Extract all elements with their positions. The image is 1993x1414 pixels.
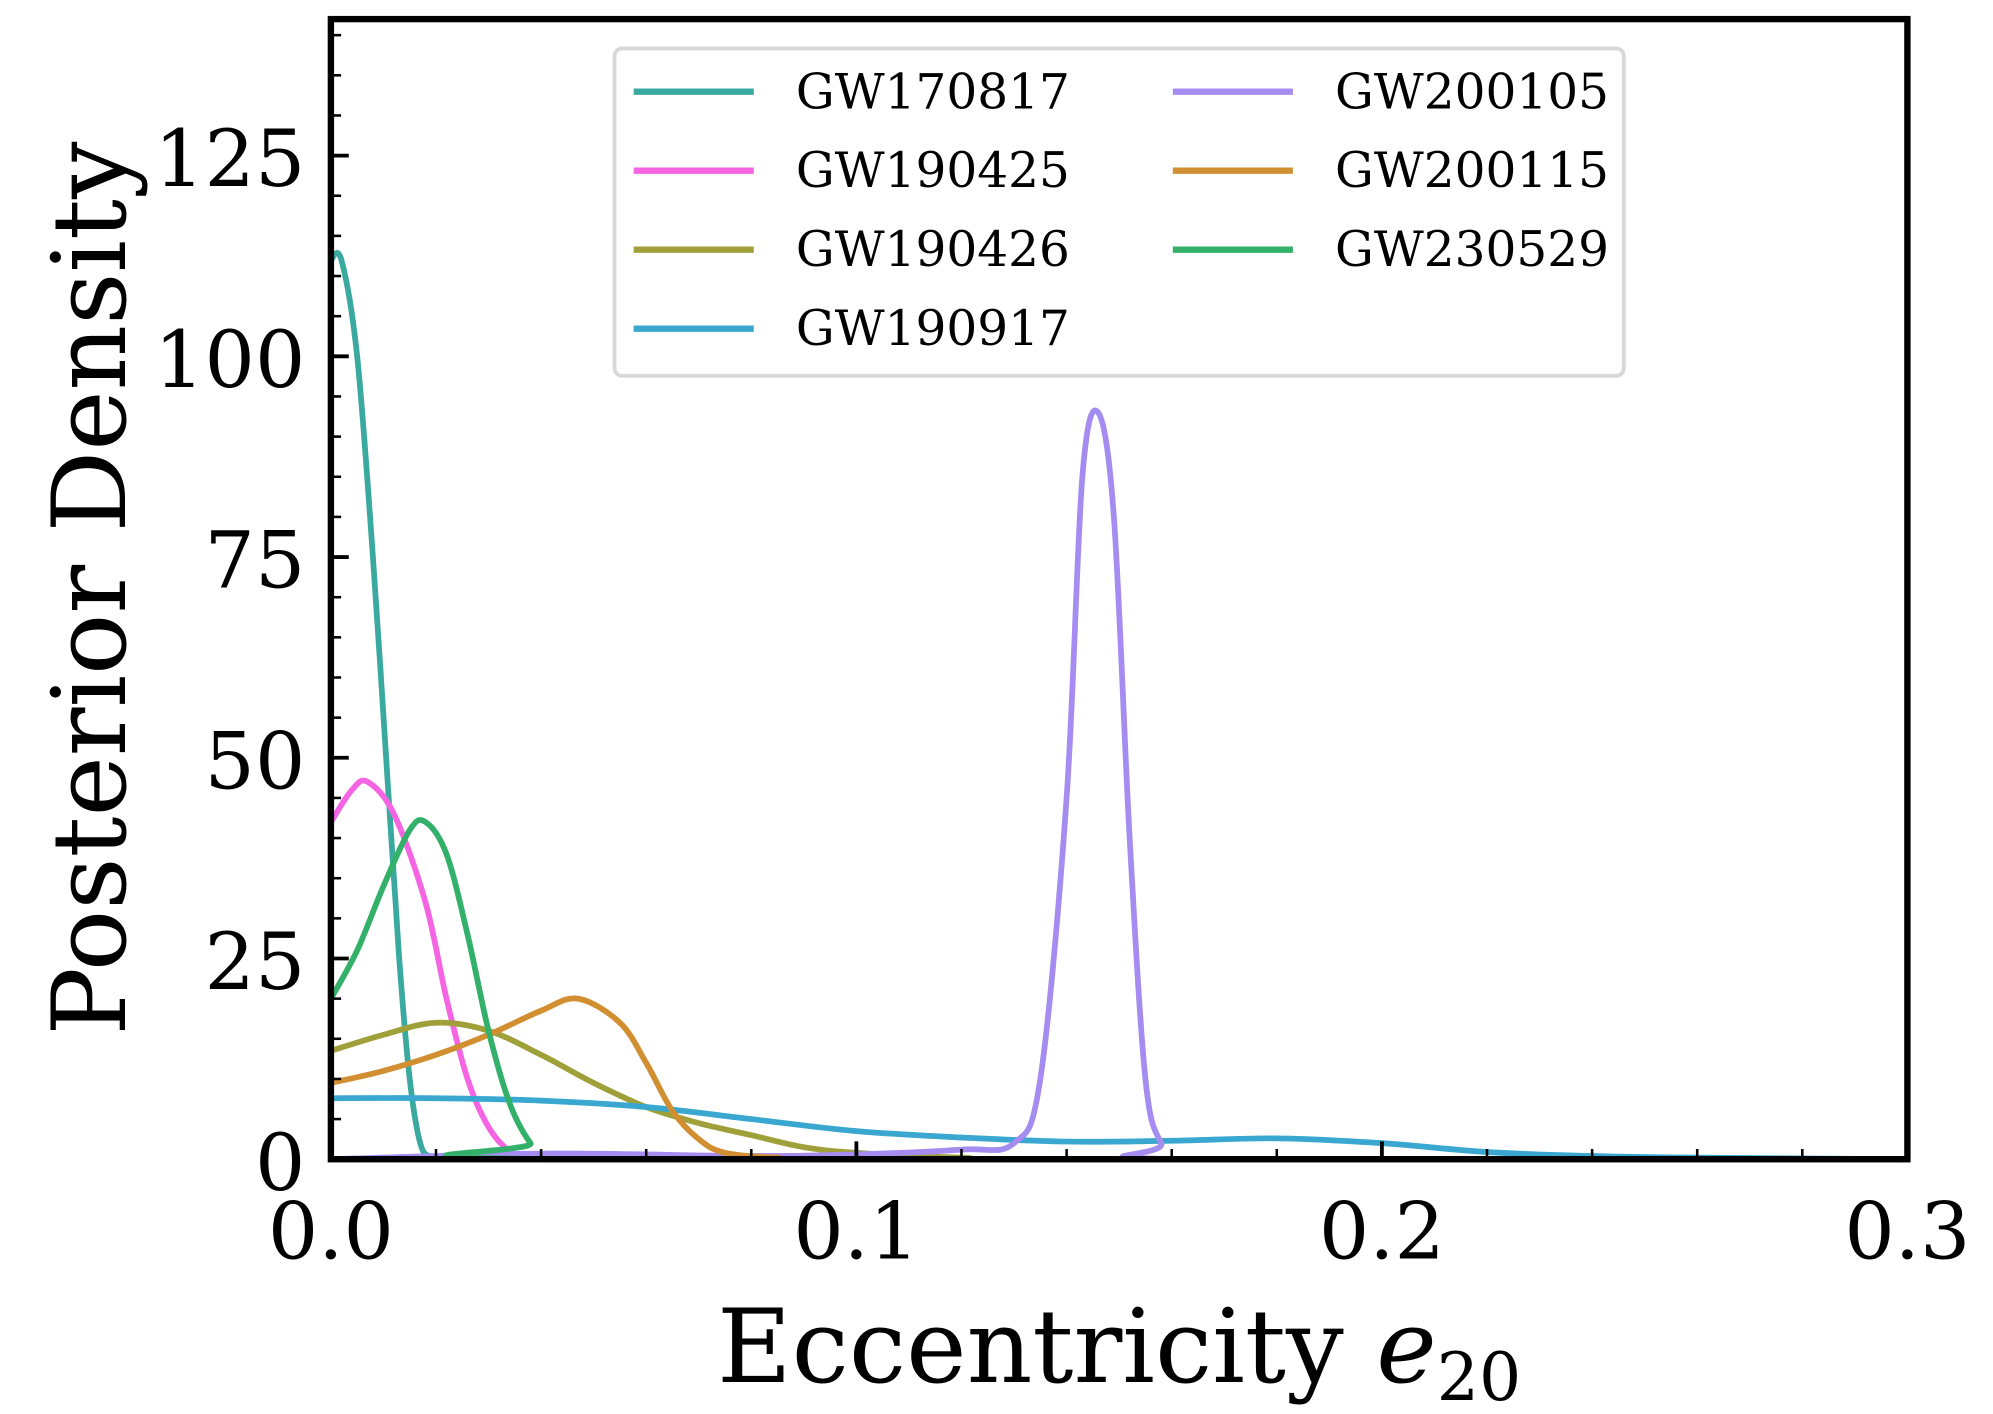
y-tick-label: 50 (205, 715, 306, 807)
series-lines (328, 250, 1908, 1163)
x-tick-label: 0.0 (268, 1186, 394, 1278)
y-tick-label: 25 (205, 916, 306, 1008)
legend-label: GW230529 (1335, 222, 1609, 278)
y-tick-label: 75 (205, 515, 306, 607)
series-line-GW170817 (328, 250, 1908, 1163)
x-tick-label: 0.1 (793, 1186, 919, 1278)
series-line-GW200105 (330, 407, 1908, 1163)
legend: GW170817 GW190425 GW190426 GW190917 GW200105… (612, 46, 1626, 378)
legend-frame (612, 46, 1626, 378)
y-axis-label: Posterior Density (31, 141, 150, 1035)
axis-ticks: 0.0 0.1 0.2 0.3 0 25 50 75 100 125 (154, 33, 1970, 1278)
series-line-GW230529 (328, 817, 1908, 1163)
legend-label: GW200105 (1335, 64, 1609, 120)
series-line-GW200115 (330, 995, 1908, 1163)
y-tick-label: 100 (154, 314, 305, 406)
x-tick-label: 0.2 (1319, 1186, 1445, 1278)
legend-label: GW190917 (796, 301, 1070, 357)
y-tick-label: 125 (154, 113, 305, 205)
series-line-GW190917 (330, 1095, 1908, 1163)
legend-label: GW190425 (796, 143, 1070, 199)
y-tick-label: 0 (255, 1117, 305, 1209)
x-tick-label: 0.3 (1844, 1186, 1970, 1278)
legend-label: GW200115 (1335, 143, 1609, 199)
legend-label: GW190426 (796, 222, 1070, 278)
plot-frame (327, 15, 1911, 1163)
x-axis-label: Eccentricity e20 (717, 1288, 1521, 1414)
legend-label: GW170817 (796, 64, 1070, 120)
